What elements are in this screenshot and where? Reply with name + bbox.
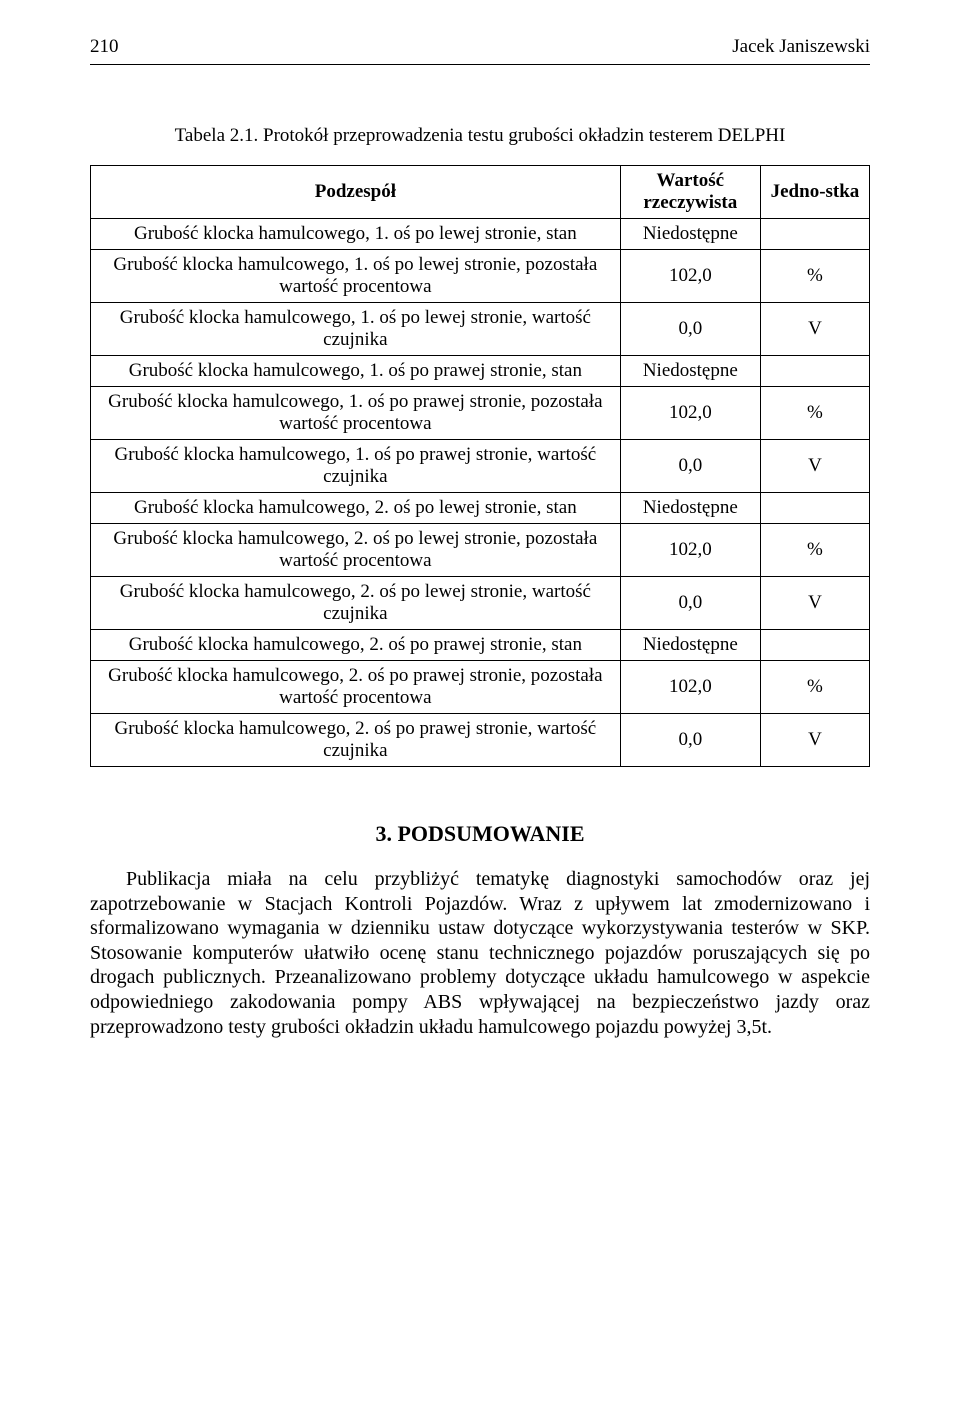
- table-row: Grubość klocka hamulcowego, 2. oś po lew…: [91, 577, 870, 630]
- table-row: Grubość klocka hamulcowego, 2. oś po lew…: [91, 524, 870, 577]
- cell-label: Grubość klocka hamulcowego, 2. oś po pra…: [91, 630, 621, 661]
- table-header-row: Podzespół Wartość rzeczywista Jedno-stka: [91, 166, 870, 219]
- cell-unit: [760, 493, 869, 524]
- page: 210 Jacek Janiszewski Tabela 2.1. Protok…: [0, 0, 960, 1115]
- table-row: Grubość klocka hamulcowego, 2. oś po pra…: [91, 630, 870, 661]
- table-row: Grubość klocka hamulcowego, 1. oś po lew…: [91, 303, 870, 356]
- cell-value: 102,0: [620, 387, 760, 440]
- cell-value: 0,0: [620, 714, 760, 767]
- running-head: 210 Jacek Janiszewski: [90, 36, 870, 58]
- cell-value: Niedostępne: [620, 356, 760, 387]
- cell-label: Grubość klocka hamulcowego, 2. oś po pra…: [91, 714, 621, 767]
- cell-label: Grubość klocka hamulcowego, 2. oś po pra…: [91, 661, 621, 714]
- table-row: Grubość klocka hamulcowego, 1. oś po lew…: [91, 219, 870, 250]
- table-row: Grubość klocka hamulcowego, 2. oś po lew…: [91, 493, 870, 524]
- cell-unit: V: [760, 303, 869, 356]
- data-table: Podzespół Wartość rzeczywista Jedno-stka…: [90, 165, 870, 767]
- cell-unit: V: [760, 577, 869, 630]
- cell-value: 102,0: [620, 250, 760, 303]
- author-name: Jacek Janiszewski: [732, 36, 870, 58]
- cell-label: Grubość klocka hamulcowego, 2. oś po lew…: [91, 577, 621, 630]
- cell-unit: %: [760, 661, 869, 714]
- col-header-podzespol: Podzespół: [91, 166, 621, 219]
- table-row: Grubość klocka hamulcowego, 1. oś po lew…: [91, 250, 870, 303]
- cell-unit: [760, 630, 869, 661]
- cell-unit: %: [760, 387, 869, 440]
- table-row: Grubość klocka hamulcowego, 1. oś po pra…: [91, 440, 870, 493]
- table-row: Grubość klocka hamulcowego, 2. oś po pra…: [91, 661, 870, 714]
- table-caption: Tabela 2.1. Protokół przeprowadzenia tes…: [90, 125, 870, 147]
- cell-value: 0,0: [620, 440, 760, 493]
- cell-unit: %: [760, 250, 869, 303]
- page-number: 210: [90, 36, 119, 58]
- table-row: Grubość klocka hamulcowego, 1. oś po pra…: [91, 356, 870, 387]
- cell-label: Grubość klocka hamulcowego, 1. oś po lew…: [91, 219, 621, 250]
- col-header-jednostka: Jedno-stka: [760, 166, 869, 219]
- cell-value: 102,0: [620, 524, 760, 577]
- body-paragraph: Publikacja miała na celu przybliżyć tema…: [90, 867, 870, 1039]
- cell-value: 102,0: [620, 661, 760, 714]
- cell-label: Grubość klocka hamulcowego, 1. oś po lew…: [91, 250, 621, 303]
- cell-label: Grubość klocka hamulcowego, 1. oś po pra…: [91, 440, 621, 493]
- cell-unit: [760, 219, 869, 250]
- col-header-wartosc: Wartość rzeczywista: [620, 166, 760, 219]
- table-row: Grubość klocka hamulcowego, 2. oś po pra…: [91, 714, 870, 767]
- cell-unit: V: [760, 440, 869, 493]
- cell-label: Grubość klocka hamulcowego, 2. oś po lew…: [91, 493, 621, 524]
- cell-value: Niedostępne: [620, 630, 760, 661]
- cell-value: Niedostępne: [620, 219, 760, 250]
- cell-value: 0,0: [620, 303, 760, 356]
- cell-value: 0,0: [620, 577, 760, 630]
- cell-value: Niedostępne: [620, 493, 760, 524]
- cell-unit: V: [760, 714, 869, 767]
- cell-label: Grubość klocka hamulcowego, 1. oś po lew…: [91, 303, 621, 356]
- table-row: Grubość klocka hamulcowego, 1. oś po pra…: [91, 387, 870, 440]
- header-rule: [90, 64, 870, 65]
- section-heading: 3. PODSUMOWANIE: [90, 821, 870, 847]
- cell-label: Grubość klocka hamulcowego, 1. oś po pra…: [91, 356, 621, 387]
- cell-unit: %: [760, 524, 869, 577]
- cell-label: Grubość klocka hamulcowego, 1. oś po pra…: [91, 387, 621, 440]
- cell-unit: [760, 356, 869, 387]
- cell-label: Grubość klocka hamulcowego, 2. oś po lew…: [91, 524, 621, 577]
